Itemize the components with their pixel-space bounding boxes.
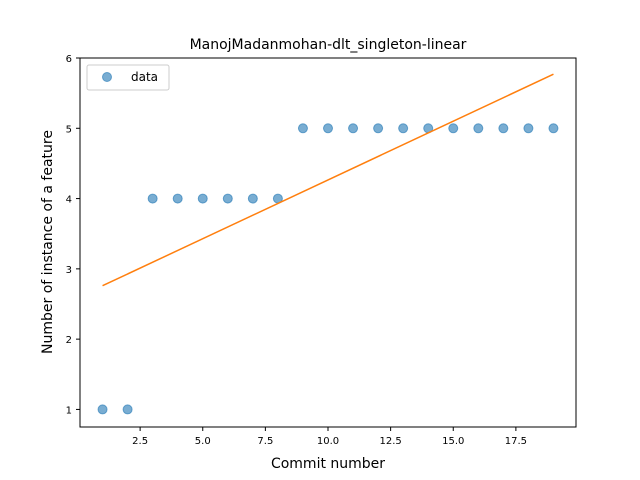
data-point	[548, 123, 559, 134]
plot-layer	[97, 73, 559, 415]
chart-title: ManojMadanmohan-dlt_singleton-linear	[190, 37, 467, 53]
y-tick-label: 6	[66, 54, 72, 65]
y-tick-label: 3	[66, 265, 72, 276]
data-point	[197, 193, 208, 204]
data-point	[247, 193, 258, 204]
x-tick-label: 2.5	[132, 436, 148, 447]
data-point	[473, 123, 484, 134]
x-axis-ticks: 2.5 5.0 7.5 10.0 12.5 15.0 17.5	[132, 427, 527, 447]
data-point	[498, 123, 509, 134]
data-point	[297, 123, 308, 134]
data-point	[147, 193, 158, 204]
x-axis-label: Commit number	[271, 456, 385, 472]
x-tick-label: 7.5	[257, 436, 273, 447]
legend-marker-data	[102, 72, 112, 82]
x-tick-label: 17.5	[505, 436, 527, 447]
data-point	[398, 123, 409, 134]
data-point	[348, 123, 359, 134]
x-tick-label: 15.0	[442, 436, 464, 447]
y-tick-label: 1	[66, 405, 72, 416]
data-point	[97, 404, 108, 415]
legend-box	[86, 64, 170, 91]
data-point	[523, 123, 534, 134]
y-axis-label: Number of instance of a feature	[40, 130, 56, 354]
legend: data	[86, 64, 170, 91]
data-point	[222, 193, 233, 204]
y-tick-label: 4	[66, 195, 72, 206]
legend-label-data: data	[131, 70, 158, 84]
data-point	[448, 123, 459, 134]
y-tick-label: 2	[66, 335, 72, 346]
data-point	[323, 123, 333, 134]
y-axis-ticks: 1 2 3 4 5 6	[66, 54, 80, 416]
data-point	[122, 404, 133, 415]
fit-line	[102, 73, 554, 287]
y-tick-label: 5	[66, 124, 72, 135]
data-point	[172, 193, 183, 204]
x-tick-label: 5.0	[195, 436, 211, 447]
x-tick-label: 10.0	[317, 436, 339, 447]
data-point	[373, 123, 384, 134]
x-tick-label: 12.5	[379, 436, 401, 447]
